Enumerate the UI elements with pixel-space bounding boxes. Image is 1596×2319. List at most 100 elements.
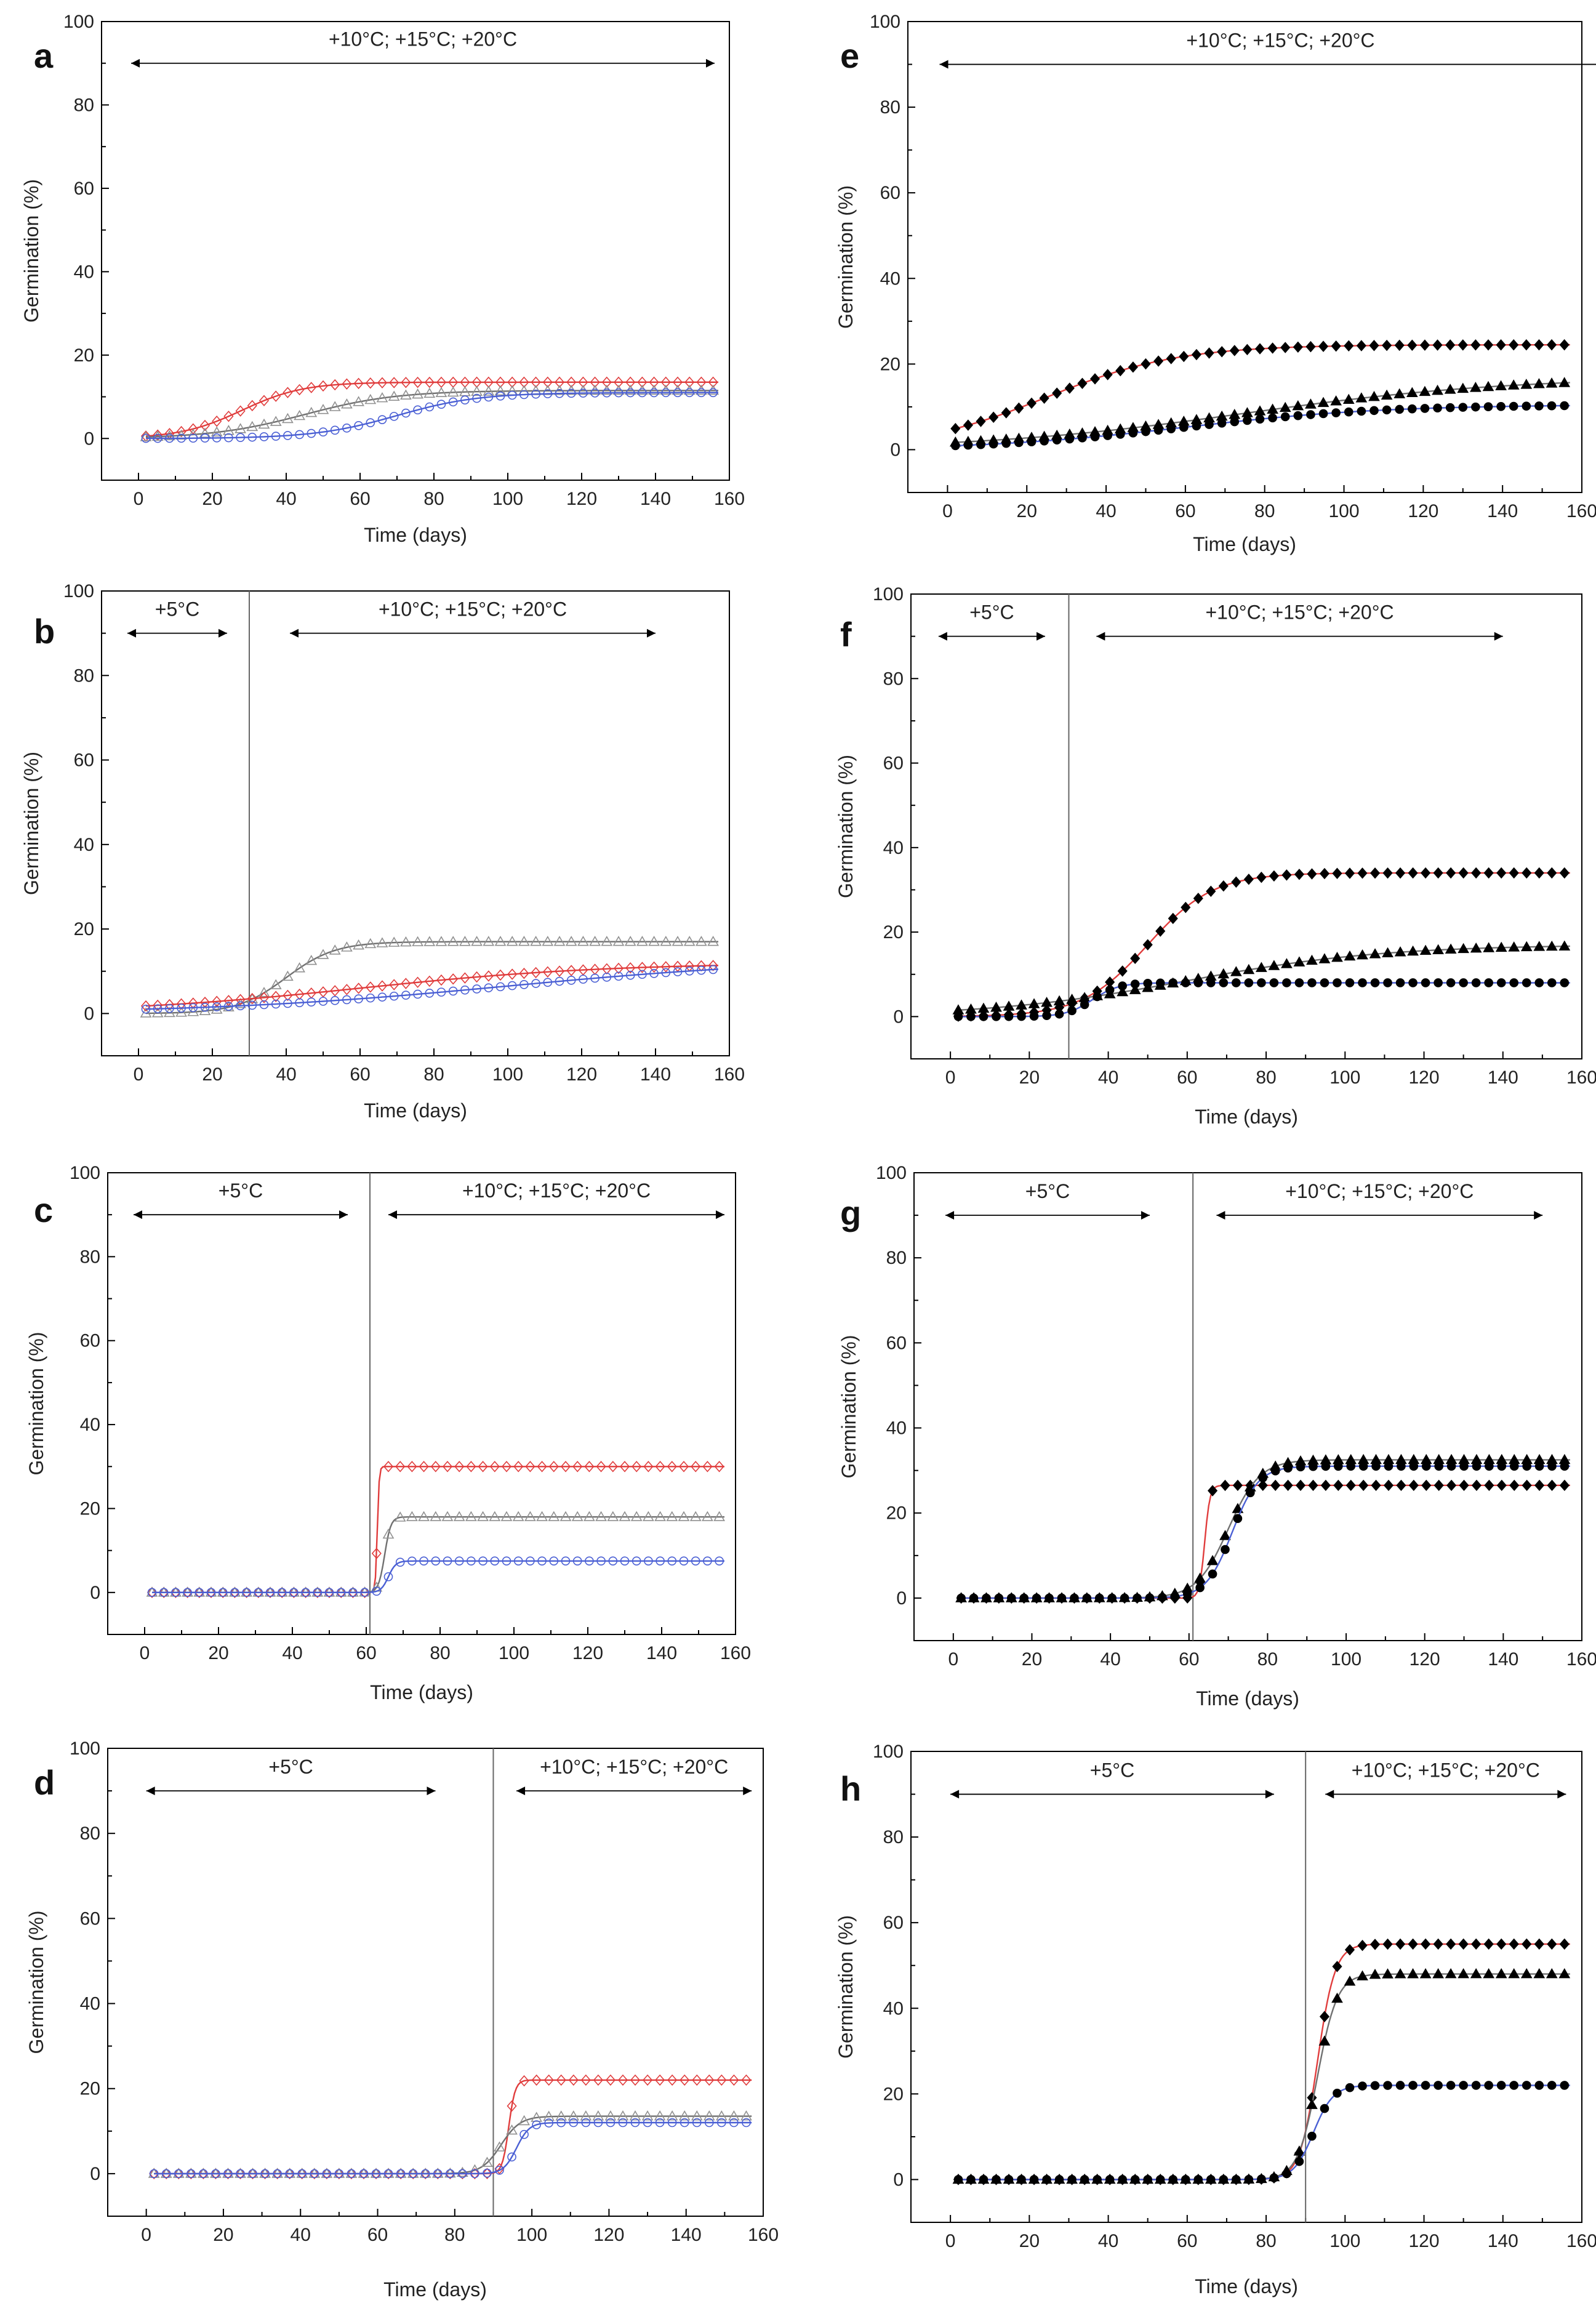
data-point-red [330,379,340,391]
data-point-gray [1382,947,1393,957]
data-point-blue [649,969,659,978]
data-point-gray [376,392,388,403]
data-point-blue [1128,428,1138,438]
data-point-blue [519,2129,529,2139]
data-point-gray [1268,960,1280,970]
y-tick-label: 60 [883,754,904,774]
data-point-blue [301,1588,310,1598]
data-point-red [140,1000,151,1012]
data-point-blue [177,433,186,443]
data-point-red [507,2100,517,2112]
data-point-red [247,992,257,1005]
data-point-red [1371,1479,1381,1492]
data-point-gray [1533,378,1545,388]
arrow-head-right [1037,632,1045,641]
data-point-red [454,1461,465,1473]
data-point-blue [531,389,540,399]
data-point-red [186,2168,196,2180]
data-point-blue [969,1593,979,1603]
data-point-red [708,960,718,971]
data-point-blue [1052,435,1062,445]
data-point-red [1458,339,1468,351]
y-tick-label: 60 [883,1913,904,1933]
x-tick-label: 100 [1329,1067,1360,1088]
data-point-blue [618,2118,628,2128]
data-point-blue [1233,1514,1243,1523]
data-point-blue [1408,2081,1418,2090]
data-point-red [1534,1938,1544,1950]
data-point-red [1130,952,1141,965]
y-tick-label: 40 [74,835,94,855]
data-point-red [1331,340,1341,352]
x-tick-label: 100 [492,489,523,509]
data-point-gray [1344,950,1356,961]
data-point-blue [729,2118,739,2128]
data-point-blue [1547,401,1557,411]
data-point-red [596,1461,606,1473]
data-point-blue [460,395,470,405]
data-point-gray [641,2110,654,2121]
data-point-red [1559,1938,1570,1950]
data-point-blue [1107,1593,1117,1603]
data-point-gray [441,1511,454,1521]
data-point-blue [1217,418,1227,428]
data-point-red [199,419,211,432]
temperature-annotation: +5°C [1090,1759,1134,1782]
x-axis-title-g: Time (days) [1196,1687,1299,1710]
data-point-red [436,974,447,986]
data-point-blue [1421,2081,1430,2090]
data-point-blue [495,982,505,992]
data-point-gray [382,1528,395,1539]
data-point-blue [1179,422,1189,432]
data-point-blue [644,1556,653,1565]
data-point-blue [1019,1593,1029,1603]
data-point-blue [383,1572,393,1582]
x-tick-label: 160 [714,489,745,509]
data-point-red [1421,867,1431,879]
data-point-red [976,416,986,427]
data-point-red [708,376,718,388]
data-point-blue [532,2120,541,2129]
x-tick-label: 0 [140,1643,150,1663]
x-tick-label: 120 [566,489,597,509]
fit-curve-red [958,872,1570,1017]
x-tick-label: 140 [640,489,671,509]
data-point-blue [1318,409,1328,419]
data-point-red [1496,867,1507,879]
data-point-gray [1458,942,1470,954]
data-point-red [230,1586,240,1599]
data-point-blue [1269,2173,1279,2183]
data-point-red [353,983,364,994]
data-point-red [556,2074,566,2086]
data-point-gray [447,386,459,397]
data-point-blue [1155,2175,1165,2184]
x-tick-label: 160 [1566,2231,1596,2251]
data-point-blue [1155,978,1165,988]
data-point-red [1522,1479,1532,1492]
data-point-red [1128,361,1138,373]
data-point-red [159,1586,169,1599]
data-point-red [1117,965,1128,977]
data-point-red [531,2074,542,2086]
data-point-red [593,2074,603,2086]
data-point-blue [526,1556,535,1565]
data-point-blue [289,1588,299,1598]
data-point-red [235,994,246,1005]
data-point-blue [1054,1009,1064,1019]
data-point-blue [1166,424,1176,433]
arrow-head-left [516,1786,526,1796]
data-point-gray [1470,942,1482,953]
data-point-blue [206,1588,216,1598]
y-axis-title-c: Germination (%) [25,1332,47,1476]
data-point-red [531,376,541,388]
x-tick-label: 80 [1257,1649,1278,1670]
data-point-blue [265,1588,275,1598]
data-point-red [1421,1938,1431,1950]
x-tick-label: 100 [492,1064,523,1085]
data-point-red [259,395,270,406]
data-point-gray [1267,403,1278,414]
y-axis-title-f: Germination (%) [835,755,857,898]
data-point-gray [1369,1968,1381,1979]
data-point-blue [448,397,458,407]
data-point-red [289,1586,299,1599]
